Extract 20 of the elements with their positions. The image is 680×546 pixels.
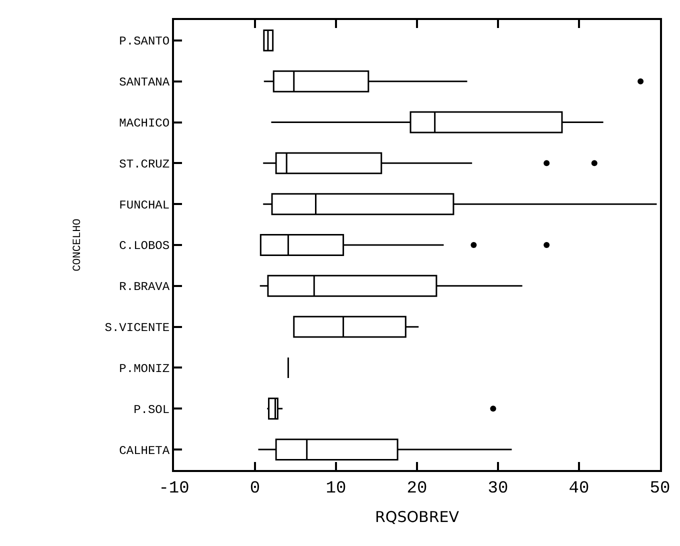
y-tick-label: P.SANTO [119,34,170,49]
x-tick-label: 40 [568,479,590,498]
y-axis-title: CONCELHO [72,218,84,272]
y-tick-label: P.SOL [134,402,170,417]
y-tick-label: S.VICENTE [104,321,170,336]
x-axis-title: RQSOBREV [374,508,460,526]
y-tick-label: MACHICO [119,116,170,130]
x-tick-label: 30 [488,479,508,498]
y-tick-label: R.BRAVA [119,280,170,294]
y-tick-label: FUNCHAL [119,198,170,212]
y-tick-label: P.MONIZ [119,362,170,376]
x-tick-label: 20 [406,479,428,498]
x-tick-label: 10 [326,479,346,498]
y-tick-label: SANTANA [119,76,170,90]
y-tick-label: CALHETA [119,444,170,458]
x-tick-label: 0 [250,479,260,498]
y-tick-label: C.LOBOS [119,239,170,254]
x-tick-label: 50 [650,479,670,498]
x-tick-label: -10 [158,479,190,498]
y-tick-label: ST.CRUZ [119,157,170,172]
